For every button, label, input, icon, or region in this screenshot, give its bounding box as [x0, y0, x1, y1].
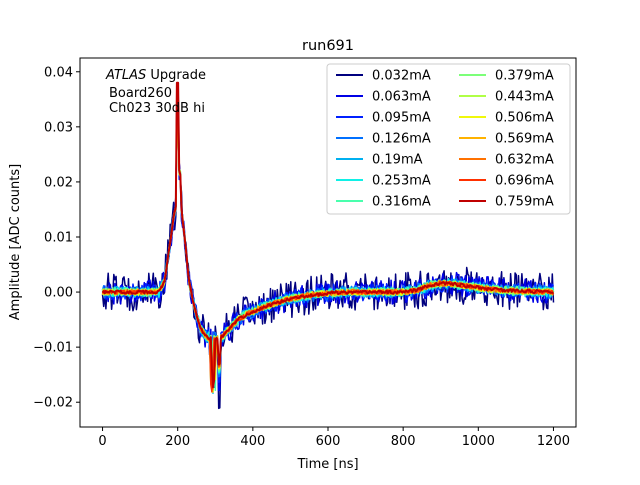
- annotation-experiment-name: ATLAS: [105, 68, 146, 83]
- series-layer: [101, 81, 555, 410]
- legend-label: 0.253mA: [372, 174, 431, 189]
- y-axis: −0.02 −0.01 0.00 0.01 0.02 0.03 0.04: [33, 65, 80, 411]
- annotation-experiment-suffix: Upgrade: [146, 68, 206, 83]
- legend-box: [326, 63, 571, 215]
- annotation-experiment: ATLAS Upgrade: [105, 68, 206, 83]
- legend-label: 0.569mA: [495, 132, 554, 147]
- y-tick-label: 0.01: [44, 230, 73, 245]
- legend-label: 0.316mA: [372, 195, 431, 210]
- x-tick-label: 800: [391, 434, 416, 449]
- legend-label: 0.032mA: [372, 69, 431, 84]
- y-tick-label: 0.03: [44, 120, 73, 135]
- legend-label: 0.506mA: [495, 111, 554, 126]
- legend-label: 0.126mA: [372, 132, 431, 147]
- x-axis-label: Time [ns]: [296, 457, 358, 472]
- y-tick-label: −0.01: [33, 341, 73, 356]
- chart-title: run691: [302, 38, 354, 54]
- annotation-block: ATLAS Upgrade Board260 Ch023 30dB hi: [105, 68, 206, 116]
- series-line: [101, 81, 554, 389]
- y-tick-label: 0.00: [44, 286, 73, 301]
- y-tick-label: 0.04: [44, 65, 73, 80]
- y-axis-label: Amplitude [ADC counts]: [8, 164, 23, 320]
- legend-label: 0.696mA: [495, 174, 554, 189]
- x-tick-label: 0: [98, 434, 106, 449]
- legend-label: 0.759mA: [495, 195, 554, 210]
- y-tick-label: −0.02: [33, 396, 73, 411]
- x-axis: 0 200 400 600 800 1000 1200: [98, 427, 570, 449]
- annotation-board: Board260: [109, 86, 172, 101]
- x-tick-label: 200: [165, 434, 190, 449]
- y-tick-label: 0.02: [44, 175, 73, 190]
- x-tick-label: 1000: [462, 434, 495, 449]
- legend-label: 0.632mA: [495, 153, 554, 168]
- legend-label: 0.443mA: [495, 90, 554, 105]
- annotation-channel: Ch023 30dB hi: [109, 101, 205, 116]
- x-tick-label: 400: [240, 434, 265, 449]
- legend: 0.032mA 0.063mA 0.095mA 0.126mA 0.19mA 0.253m…: [326, 63, 571, 215]
- legend-label: 0.063mA: [372, 90, 431, 105]
- legend-label: 0.379mA: [495, 69, 554, 84]
- x-tick-label: 600: [316, 434, 341, 449]
- legend-label: 0.095mA: [372, 111, 431, 126]
- x-tick-label: 1200: [537, 434, 570, 449]
- legend-label: 0.19mA: [372, 153, 423, 168]
